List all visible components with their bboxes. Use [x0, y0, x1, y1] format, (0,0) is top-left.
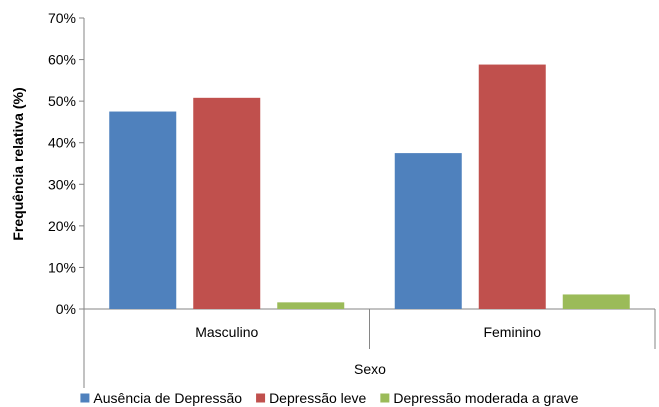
bar-masculino-series-3 [277, 302, 345, 309]
category-labels: Masculino Feminino [195, 324, 541, 340]
legend-label: Depressão moderada a grave [393, 390, 578, 406]
legend-swatch-2 [256, 393, 266, 403]
legend-swatch-1 [80, 393, 90, 403]
y-tick-label: 30% [48, 176, 76, 192]
y-tick-label: 20% [48, 218, 76, 234]
y-tick-label: 10% [48, 259, 76, 275]
x-category-label: Masculino [195, 324, 258, 340]
legend-swatch-3 [380, 393, 390, 403]
y-tick-label: 40% [48, 135, 76, 151]
y-tick-label: 70% [48, 10, 76, 26]
y-tick-label: 60% [48, 52, 76, 68]
y-tick-label: 50% [48, 93, 76, 109]
y-tick-label: 0% [56, 301, 76, 317]
legend-label: Depressão leve [269, 390, 366, 406]
x-axis-ticks [83, 309, 656, 349]
legend: Ausência de Depressão Depressão leve Depre… [80, 390, 579, 406]
x-axis-title: Sexo [354, 361, 386, 377]
x-category-label: Feminino [483, 324, 541, 340]
bars [109, 64, 630, 310]
y-axis-ticks: 0% 10% 20% 30% 40% 50% 60% 70% [48, 10, 84, 317]
bar-masculino-series-1 [109, 111, 177, 310]
y-axis-title: Frequência relativa (%) [10, 87, 26, 240]
bar-feminino-series-3 [562, 294, 630, 309]
bar-masculino-series-2 [193, 97, 261, 310]
bar-feminino-series-1 [394, 153, 462, 309]
bar-feminino-series-2 [478, 64, 546, 309]
legend-label: Ausência de Depressão [93, 390, 242, 406]
